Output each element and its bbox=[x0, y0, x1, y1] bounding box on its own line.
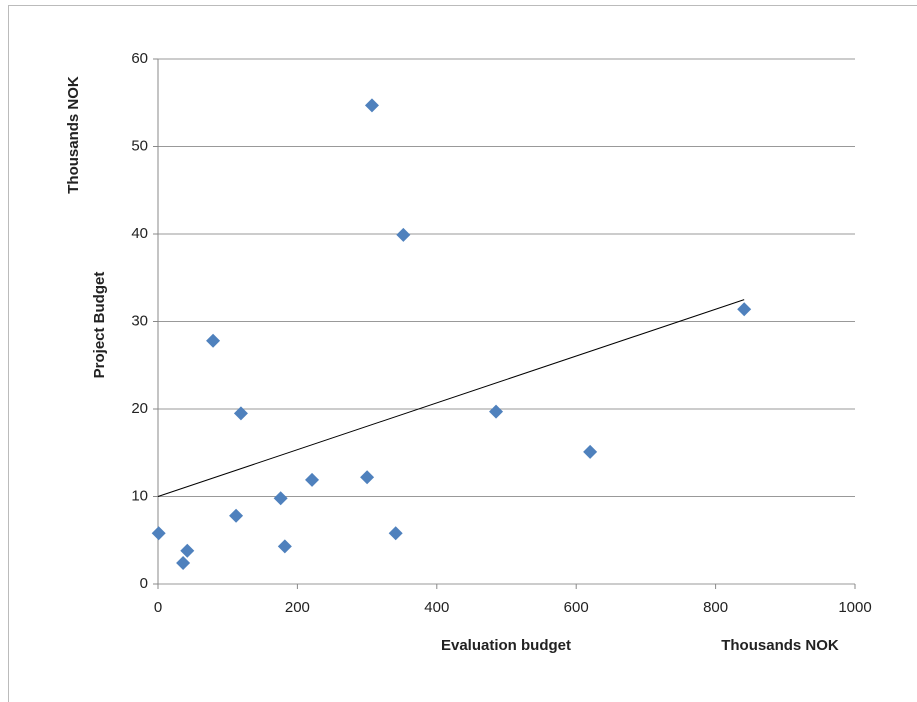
data-point bbox=[206, 333, 221, 348]
data-point bbox=[176, 556, 191, 570]
y-tick-label: 30 bbox=[131, 312, 148, 329]
data-point bbox=[273, 491, 288, 506]
data-point bbox=[360, 470, 375, 485]
data-point bbox=[489, 404, 504, 419]
x-tick-label: 600 bbox=[564, 599, 589, 616]
data-point bbox=[277, 539, 292, 554]
frame bbox=[8, 5, 917, 702]
x-tick-label: 200 bbox=[285, 599, 310, 616]
data-point bbox=[180, 543, 195, 558]
data-point bbox=[151, 526, 166, 541]
x-axis-label: Evaluation budget bbox=[441, 637, 571, 654]
data-point bbox=[229, 508, 244, 523]
data-point bbox=[388, 526, 403, 541]
y-tick-label: 60 bbox=[131, 50, 148, 67]
y-tick-label: 0 bbox=[140, 575, 148, 592]
x-tick-label: 0 bbox=[154, 599, 162, 616]
x-tick-label: 400 bbox=[424, 599, 449, 616]
data-point bbox=[364, 98, 379, 113]
data-point bbox=[305, 472, 320, 487]
data-point bbox=[583, 444, 598, 459]
x-tick-label: 800 bbox=[703, 599, 728, 616]
y-axis-label: Project Budget bbox=[91, 272, 108, 379]
data-point bbox=[233, 406, 248, 421]
y-unit: Thousands NOK bbox=[65, 76, 82, 194]
data-point bbox=[737, 302, 752, 317]
trendline bbox=[157, 299, 745, 497]
y-tick-label: 40 bbox=[131, 225, 148, 242]
y-tick-label: 10 bbox=[131, 487, 148, 504]
x-tick-label: 1000 bbox=[838, 599, 871, 616]
y-tick-label: 50 bbox=[131, 137, 148, 154]
x-unit: Thousands NOK bbox=[721, 637, 839, 654]
y-tick-label: 20 bbox=[131, 400, 148, 417]
data-point bbox=[396, 227, 411, 242]
